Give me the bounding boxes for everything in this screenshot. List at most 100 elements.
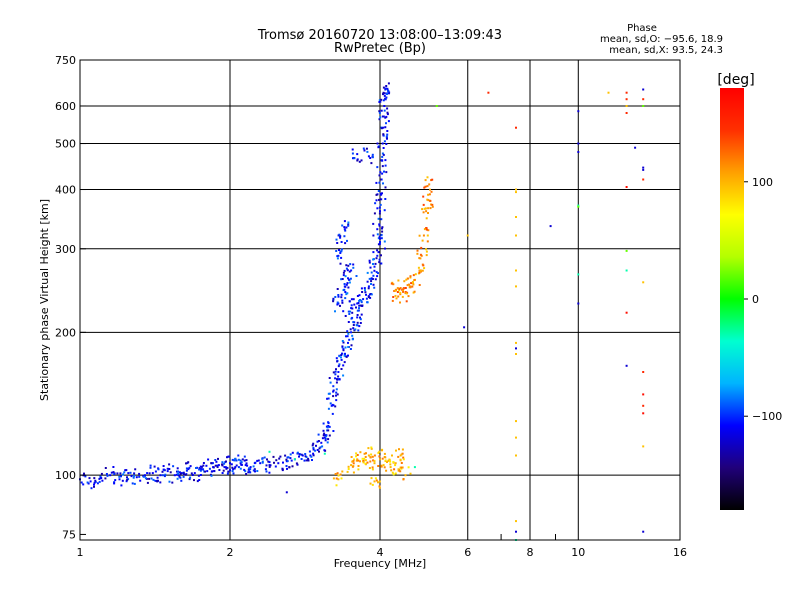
trace-o-high-point (360, 159, 363, 162)
trace-o-mid-point (342, 271, 345, 274)
x-tick-label: 1 (77, 546, 84, 559)
trace-o-mid-point (372, 263, 374, 265)
trace-x-f-point (423, 228, 426, 231)
trace-o-low-point (217, 464, 220, 467)
trace-o-low-point (138, 472, 141, 475)
trace-o-mid-point (335, 399, 338, 402)
trace-o-mid-point (366, 280, 369, 283)
trace-x-e-point (392, 473, 395, 476)
trace-o-low-point (127, 472, 130, 475)
trace-x-f-point (421, 239, 424, 242)
trace-o-high-point (387, 82, 390, 85)
trace-o-low-point (168, 468, 171, 470)
trace-o-low-point (93, 481, 96, 484)
trace-o-low-point (307, 459, 310, 462)
trace-o-low-point (116, 472, 119, 475)
trace-o-low-point (161, 470, 164, 473)
trace-o-mid-point (345, 355, 348, 358)
trace-x-e-point (401, 466, 404, 469)
trace-o-high-point (380, 178, 383, 181)
trace-x-f-point (394, 294, 397, 297)
trace-o-mid-point (344, 291, 347, 293)
trace-x-f-point (426, 185, 429, 188)
trace-x-e-point (335, 484, 338, 487)
trace-o-mid-point (337, 254, 340, 257)
trace-o-mid-point (348, 278, 351, 281)
trace-o-high-point (383, 105, 386, 107)
trace-o-low-point (230, 463, 233, 466)
trace-o-low-point (90, 487, 93, 490)
trace-x-f-point (424, 179, 427, 182)
trace-o-low-point (148, 472, 151, 475)
trace-x-e-point (357, 468, 360, 471)
trace-o-high-point (385, 96, 388, 99)
trace-o-mid-point (342, 310, 345, 313)
trace-x-e-point (378, 455, 381, 458)
trace-o-mid-point (378, 243, 381, 245)
trace-o-mid-point (335, 238, 338, 241)
trace-o-low-point (268, 471, 271, 474)
noise-yellow-point (515, 191, 517, 194)
trace-x-e-point (399, 458, 402, 461)
trace-o-low-point (317, 433, 320, 436)
trace-o-mid-point (339, 304, 341, 307)
trace-x-f-point (398, 289, 401, 292)
trace-o-mid-point (332, 389, 335, 392)
trace-x-f-point (392, 283, 395, 286)
trace-o-mid-point (373, 286, 376, 289)
trace-x-f-point (406, 277, 409, 280)
trace-o-mid-point (346, 239, 348, 242)
trace-o-low-point (190, 472, 193, 475)
noise-yellow-point (515, 188, 517, 191)
trace-o-low-point (193, 472, 196, 475)
trace-x-f-point (399, 301, 401, 304)
trace-o-mid-point (345, 283, 348, 286)
trace-o-low-point (288, 466, 291, 469)
trace-x-f-point (412, 274, 415, 277)
trace-o-low-point (94, 481, 97, 483)
trace-o-mid-point (335, 381, 338, 384)
trace-o-low-point (104, 467, 107, 469)
trace-o-mid-point (347, 310, 350, 313)
trace-o-high-point (352, 157, 354, 160)
trace-o-mid-point (372, 283, 375, 286)
trace-x-f-point (414, 273, 417, 276)
trace-o-mid-point (368, 259, 371, 262)
trace-o-low-point (298, 453, 301, 456)
trace-o-mid-point (360, 313, 363, 316)
trace-x-f-point (423, 267, 426, 270)
trace-o-low-point (151, 472, 154, 475)
trace-o-high-point (382, 133, 385, 136)
trace-o-low-point (198, 468, 201, 471)
trace-o-low-point (232, 472, 235, 475)
trace-o-low-point (121, 479, 124, 482)
trace-o-high-point (378, 212, 381, 215)
trace-o-low-point (113, 481, 116, 484)
trace-x-e-point (339, 473, 342, 476)
trace-x-e-point (377, 465, 380, 467)
trace-o-low-point (184, 473, 187, 476)
trace-x-e-point (372, 459, 375, 462)
trace-x-e-point (380, 465, 383, 468)
trace-o-high-point (385, 135, 388, 138)
trace-o-high-point (353, 157, 356, 160)
trace-o-mid-point (340, 356, 342, 359)
trace-x-e-point (383, 466, 386, 469)
trace-o-low-point (234, 458, 237, 460)
trace-o-mid-point (351, 311, 354, 314)
trace-x-f-point (420, 246, 423, 249)
trace-x-e-point (398, 448, 400, 451)
trace-o-mid-point (352, 263, 355, 266)
trace-o-high-point (356, 153, 359, 156)
trace-o-low-point (285, 458, 288, 461)
trace-x-f-point (421, 263, 424, 266)
trace-o-mid-point (365, 297, 368, 300)
trace-o-high-point (379, 192, 382, 195)
trace-o-high-point (385, 171, 388, 174)
trace-o-low-point (202, 464, 205, 467)
trace-o-high-point (381, 230, 384, 233)
trace-o-low-point (183, 473, 185, 476)
trace-o-low-point (104, 477, 107, 480)
trace-o-mid-point (340, 241, 343, 243)
